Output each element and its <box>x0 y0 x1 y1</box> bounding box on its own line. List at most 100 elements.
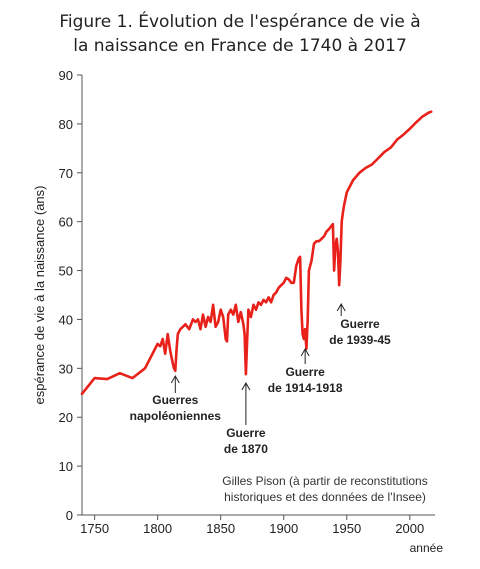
x-tick-label: 1900 <box>269 521 298 536</box>
data-point <box>293 282 295 284</box>
data-point <box>383 151 386 153</box>
data-point <box>255 308 257 311</box>
data-point <box>330 224 333 227</box>
series-line-0 <box>80 110 433 396</box>
annotation-label: Guerre <box>285 365 325 379</box>
data-point <box>106 378 108 380</box>
data-point <box>192 318 194 321</box>
data-point <box>337 250 339 252</box>
data-point <box>282 282 285 284</box>
y-tick-label: 20 <box>59 410 73 425</box>
data-point <box>339 260 342 262</box>
data-point <box>301 333 304 335</box>
data-point <box>199 328 202 331</box>
x-axis-label: année <box>410 541 444 555</box>
x-tick-label: 1950 <box>332 521 361 536</box>
data-point <box>131 377 134 379</box>
data-point <box>212 304 214 306</box>
x-tick-label: 1750 <box>80 521 109 536</box>
data-point <box>298 257 300 260</box>
annotations: Guerres napoléoniennes Guerre de 1870 Guerre… <box>130 302 391 456</box>
data-point <box>340 220 343 223</box>
y-tick-label: 80 <box>59 117 73 132</box>
y-tick-label: 0 <box>66 508 73 523</box>
data-point <box>409 128 411 130</box>
annotation-arrow-head <box>300 347 310 357</box>
data-point <box>377 157 380 159</box>
data-point <box>207 316 209 318</box>
data-point <box>364 167 367 169</box>
data-point <box>169 350 172 353</box>
data-point <box>119 372 121 375</box>
chart-texts: espérance de vie à la naissance (ans) ann… <box>32 186 443 555</box>
chart-title-line-2: la naissance en France de 1740 à 2017 <box>73 36 407 56</box>
data-point <box>342 211 344 213</box>
data-point <box>260 304 262 306</box>
data-point <box>288 278 290 281</box>
data-point <box>390 146 392 149</box>
data-point <box>240 311 242 313</box>
data-point <box>245 373 247 376</box>
y-tick-label: 40 <box>59 312 73 327</box>
data-point <box>310 260 313 262</box>
data-point <box>237 321 240 323</box>
data-point <box>313 242 315 245</box>
data-point <box>333 269 335 272</box>
axes: 0 10 20 30 40 50 60 70 80 90 1750 1800 1850 1900 1950 2… <box>59 68 435 536</box>
data-point <box>250 316 252 318</box>
annotation-label: Guerre <box>340 317 380 331</box>
data-point <box>323 235 325 238</box>
data-point <box>277 286 280 289</box>
data-point <box>304 328 306 331</box>
data-point <box>179 328 182 331</box>
annotation-arrow-head <box>241 381 251 391</box>
data-point <box>427 111 430 114</box>
data-point <box>421 115 424 118</box>
source-note-line-2: historiques et des données de l'Insee) <box>224 490 426 504</box>
data-point <box>315 240 318 242</box>
data-point <box>222 316 224 318</box>
data-point <box>188 328 190 331</box>
data-point <box>303 338 305 340</box>
data-point <box>352 179 354 181</box>
data-point <box>265 301 267 304</box>
data-point <box>232 313 235 316</box>
data-point <box>182 326 184 328</box>
chart-title-line-1: Figure 1. Évolution de l'espérance de vi… <box>59 12 421 32</box>
data-point <box>346 191 348 194</box>
data-point <box>358 172 361 174</box>
data-point <box>242 323 245 326</box>
data-point <box>230 308 232 311</box>
data-point <box>166 333 169 335</box>
data-point <box>262 299 265 301</box>
data-point <box>224 338 227 340</box>
annotation-label: de 1939-45 <box>329 333 391 347</box>
source-note-line-1: Gilles Pison (à partir de reconstitution… <box>222 474 427 488</box>
data-point <box>161 338 164 340</box>
data-point <box>209 321 212 323</box>
annotation-label: Guerres <box>152 393 198 407</box>
data-point <box>217 321 219 323</box>
data-point <box>318 240 320 242</box>
data-point <box>246 338 248 340</box>
data-point <box>335 238 338 240</box>
data-point <box>270 301 272 304</box>
data-point <box>247 308 250 311</box>
data-point <box>81 393 83 395</box>
data-point <box>415 121 417 124</box>
data-point <box>93 377 96 379</box>
data-point <box>325 230 328 233</box>
data-point <box>184 323 187 326</box>
data-point <box>272 294 275 296</box>
data-point <box>175 348 178 350</box>
data-point <box>295 264 298 267</box>
data-point <box>402 133 405 136</box>
data-point <box>257 301 260 304</box>
data-point <box>252 304 255 306</box>
data-point <box>280 284 283 287</box>
data-point <box>299 256 301 258</box>
data-point <box>172 362 174 365</box>
x-tick-label: 2000 <box>395 521 424 536</box>
data-point <box>396 138 399 141</box>
data-point <box>197 318 199 321</box>
